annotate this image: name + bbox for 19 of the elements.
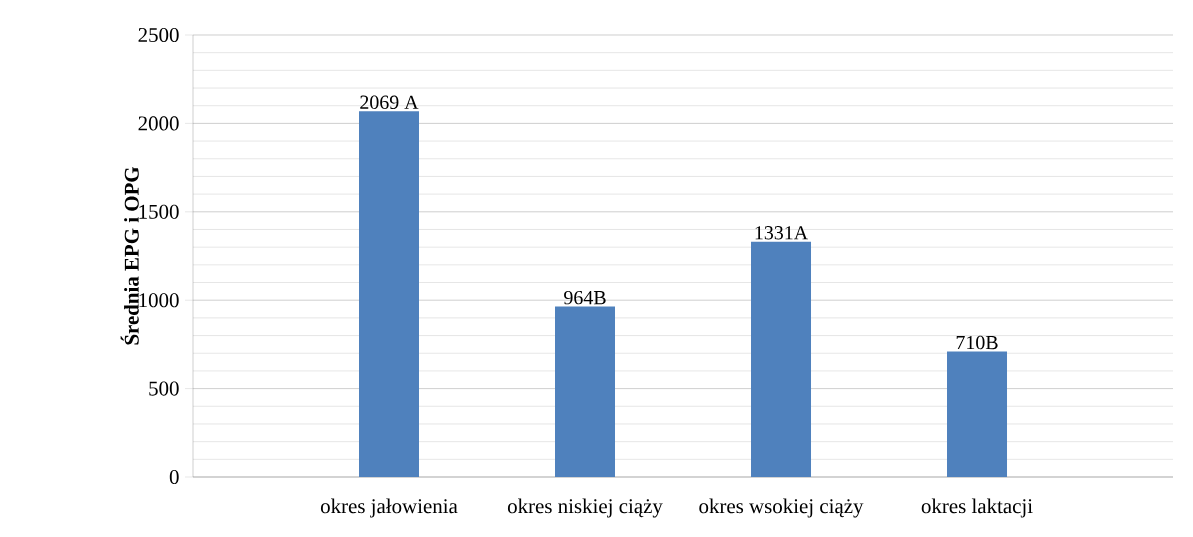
y-axis-title: Średnia EPG i OPG xyxy=(120,166,139,345)
y-tick-label: 2000 xyxy=(138,116,179,131)
y-tick-label: 1500 xyxy=(139,204,179,219)
data-label: 964B xyxy=(564,290,606,305)
y-tick-label: 2500 xyxy=(138,27,179,43)
y-tick-label: 500 xyxy=(149,381,179,396)
data-label: 710B xyxy=(956,335,998,350)
y-tick-label: 1000 xyxy=(139,293,179,308)
bar xyxy=(947,351,1008,477)
y-tick-label: 0 xyxy=(169,469,179,485)
data-label: 2069 A xyxy=(360,95,419,109)
x-tick-label: okres niskiej ciąży xyxy=(507,498,663,518)
bar xyxy=(751,241,812,477)
x-tick-label: okres jałowienia xyxy=(320,498,458,518)
data-label: 1331A xyxy=(755,226,808,240)
bar xyxy=(555,306,615,477)
x-tick-label: okres laktacji xyxy=(921,498,1033,518)
bar xyxy=(359,111,419,477)
x-tick-label: okres wsokiej ciąży xyxy=(699,498,864,518)
